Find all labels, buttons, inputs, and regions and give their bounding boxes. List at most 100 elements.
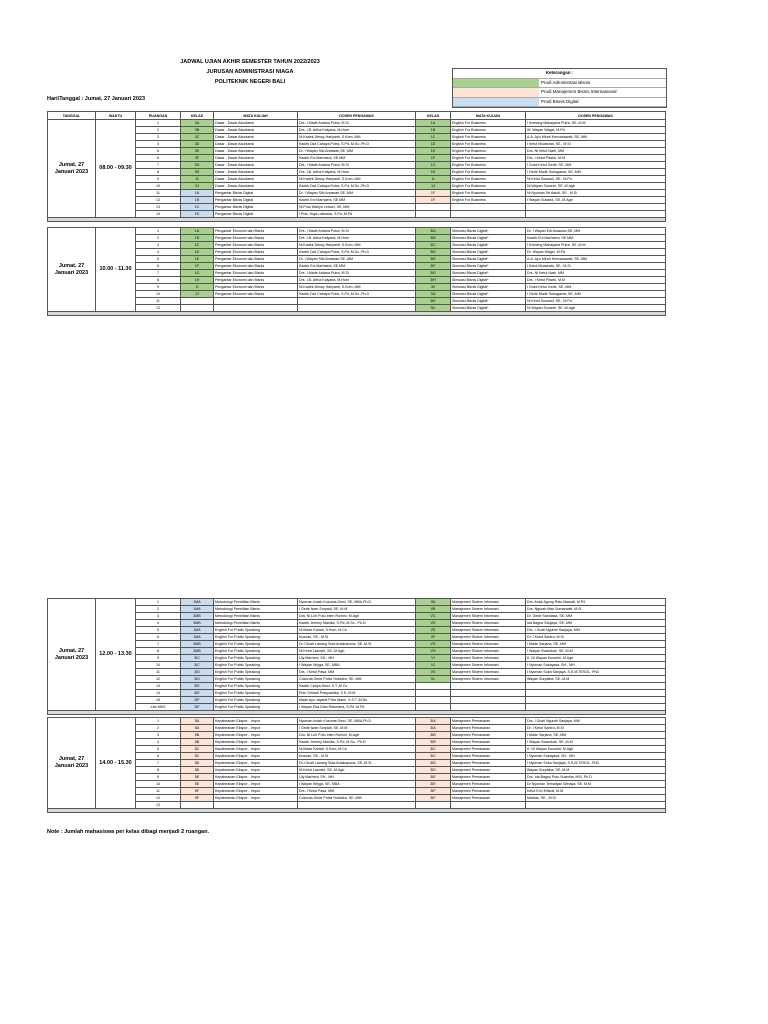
schedule-row: 6 3F Dasar - Dasar Akuntansi Kadek Eni Marh… bbox=[48, 154, 666, 162]
class: 3E bbox=[180, 147, 214, 155]
course: Pengantar Ekonomi dan Bisnis bbox=[213, 227, 298, 235]
separator-cell bbox=[47, 217, 666, 222]
schedule-row: 15 3IF English For Public Speaking Made Ayu… bbox=[48, 696, 666, 704]
schedule-row: 3 3MB Metodologi Penelitian Bisnis Dra. Ni … bbox=[48, 612, 666, 620]
schedule-row: 5 1E Pengantar Ekonomi dan Bisnis Dr. I Way… bbox=[48, 255, 666, 263]
course: Simulasi Bisnis Digital* bbox=[450, 255, 526, 263]
course: Pengantar Bisnis Digital bbox=[213, 203, 298, 211]
course: Dasar - Dasar Akuntansi bbox=[213, 126, 298, 134]
course: Manajemen Sistem Informasi bbox=[450, 626, 526, 634]
time-cell: 08.00 - 09.30 bbox=[95, 119, 136, 218]
course: Manajemen Pemasaran bbox=[450, 745, 526, 753]
schedule-block: Jumat, 27 Januari 2023 14.00 - 15.30 1 5A Ke… bbox=[47, 717, 666, 813]
lecturer: I Nyoman Suka Sanjaya, S.E,M.TESOL, PhD bbox=[525, 668, 666, 676]
lecturer: I Gede Made Sukagama, SE.,MM bbox=[525, 168, 666, 176]
class: 3IE bbox=[415, 780, 451, 788]
schedule-row: 5 5C Kepabeanan Ekspor - Impor Ni Made Kari… bbox=[48, 745, 666, 753]
class: 3IE bbox=[415, 255, 451, 263]
lecturer: Martias, SE., M.Si bbox=[525, 794, 666, 802]
course: English For Public Speaking bbox=[213, 675, 298, 683]
room: 2 bbox=[135, 724, 181, 732]
lecturer: Dr.I Gusti Lanang Suta Artakusuma, SE.,M… bbox=[297, 759, 416, 767]
schedule-row: 13 bbox=[48, 801, 666, 809]
course: Pengantar Ekonomi dan Bisnis bbox=[213, 276, 298, 284]
course: Manajemen Pemasaran bbox=[450, 731, 526, 739]
lecturer: Ida Bagus Sanjaya, SE.,MM bbox=[525, 619, 666, 627]
lecturer: Drs. I Ketut Pasa, MM bbox=[297, 787, 416, 795]
separator bbox=[47, 311, 666, 316]
course: Kepabeanan Ekspor - Impor bbox=[213, 724, 298, 732]
class: 3IE bbox=[415, 773, 451, 781]
course: Simulasi Bisnis Digital* bbox=[450, 262, 526, 270]
schedule-row: 4 3MB Metodologi Penelitian Bisnis Kadek Je… bbox=[48, 619, 666, 627]
course: Kepabeanan Ekspor - Impor bbox=[213, 752, 298, 760]
course: Simulasi Bisnis Digital* bbox=[450, 227, 526, 235]
class: 3A bbox=[180, 119, 214, 127]
course: Kepabeanan Ekspor - Impor bbox=[213, 773, 298, 781]
course bbox=[450, 203, 526, 211]
schedule-row: 5 1MA English For Public Speaking Ni Made K… bbox=[48, 626, 666, 634]
class: 3ID bbox=[415, 759, 451, 767]
lecturer: Drs. Ngurah Mas Sumarwati, M.Si bbox=[525, 605, 666, 613]
lecturer: I Nyoman Sukayasa, SH., MH bbox=[525, 752, 666, 760]
schedule-row: 11 5F Kepabeanan Ekspor - Impor Drs. I Ketu… bbox=[48, 787, 666, 795]
class: 3ID bbox=[415, 766, 451, 774]
class bbox=[415, 801, 451, 809]
room: 14 bbox=[135, 689, 181, 697]
class: 3ID bbox=[415, 248, 451, 256]
schedule-row: 9 3I Dasar - Dasar Akuntansi Ni Kadek Dessy… bbox=[48, 175, 666, 183]
class: 3IL bbox=[415, 304, 451, 312]
course: Kepabeanan Ekspor - Impor bbox=[213, 745, 298, 753]
room: 10 bbox=[135, 290, 181, 298]
class: 3H bbox=[180, 168, 214, 176]
class: 1A bbox=[180, 189, 214, 197]
class: 1J bbox=[180, 290, 214, 298]
class: 3ID bbox=[180, 668, 214, 676]
lecturer: Drs. I Made Ardana Putra, M.Si bbox=[297, 269, 416, 277]
room: 4 bbox=[135, 248, 181, 256]
room: 12 bbox=[135, 196, 181, 204]
class: 3II bbox=[415, 283, 451, 291]
schedule-row: Lab MKS 3IF English For Public Speaking I W… bbox=[48, 703, 666, 711]
room: 13 bbox=[135, 682, 181, 690]
lecturer: Dra. Ni Luh Putu Inten Rumini, M.Agb bbox=[297, 612, 416, 620]
course: Kepabeanan Ekspor - Impor bbox=[213, 717, 298, 725]
course: Pengantar Ekonomi dan Bisnis bbox=[213, 255, 298, 263]
schedule-row: 2 3B Dasar - Dasar Akuntansi Drs. I.B. Arth… bbox=[48, 126, 666, 134]
class: VL bbox=[415, 675, 451, 683]
room: 4 bbox=[135, 619, 181, 627]
lecturer: Kadek Jeremy Manika, S.Pd.,M.Sc., Ph.D bbox=[297, 738, 416, 746]
course: Manajemen Pemasaran bbox=[450, 738, 526, 746]
legend-swatch bbox=[453, 88, 539, 97]
lecturer bbox=[297, 304, 416, 312]
course: Manajemen Pemasaran bbox=[450, 794, 526, 802]
room: 1 bbox=[135, 119, 181, 127]
course: Manajemen Pemasaran bbox=[450, 766, 526, 774]
lecturer: Dr.I Gusti Lanang Suta Artakusuma, SE.,M… bbox=[297, 640, 416, 648]
date-cell: Jumat, 27 Januari 2023 bbox=[47, 717, 96, 809]
room: 9 bbox=[135, 654, 181, 662]
room: Lab MKS bbox=[135, 703, 181, 711]
schedule-row: 4 1D Pengantar Ekonomi dan Bisnis Kadek Dwi… bbox=[48, 248, 666, 256]
lecturer: W. Wayan Wagel, M.Pd bbox=[525, 126, 666, 134]
lecturer: Drs. I.B. Artha Kalyana, M.Hum bbox=[297, 276, 416, 284]
room: 6 bbox=[135, 633, 181, 641]
class: 5E bbox=[180, 773, 214, 781]
schedule-row: 8 1H Pengantar Ekonomi dan Bisnis Drs. I.B.… bbox=[48, 276, 666, 284]
course: Manajemen Sistem Informasi bbox=[450, 605, 526, 613]
class: 5D bbox=[180, 759, 214, 767]
lecturer: I Ketut Mudarata, SE., M.Si bbox=[525, 262, 666, 270]
course bbox=[450, 696, 526, 704]
class: 3MB bbox=[180, 619, 214, 627]
room: 8 bbox=[135, 766, 181, 774]
lecturer: I Nyoman Sukayasa, SH., MH bbox=[525, 661, 666, 669]
course: English For Business bbox=[450, 126, 526, 134]
class: 5D bbox=[180, 766, 214, 774]
lecturer: Dr. I Wayan Siki Arsawan,SE.,MM bbox=[297, 189, 416, 197]
class: 3IG bbox=[415, 269, 451, 277]
class: VC bbox=[415, 612, 451, 620]
course: English For Business bbox=[450, 140, 526, 148]
lecturer: I Ketut Mudarata, SE., M.Si bbox=[525, 140, 666, 148]
course: Manajemen Sistem Informasi bbox=[450, 598, 526, 606]
lecturer: Ni Kadek Dessy Hariyanti, S.Kom.,MM bbox=[297, 133, 416, 141]
